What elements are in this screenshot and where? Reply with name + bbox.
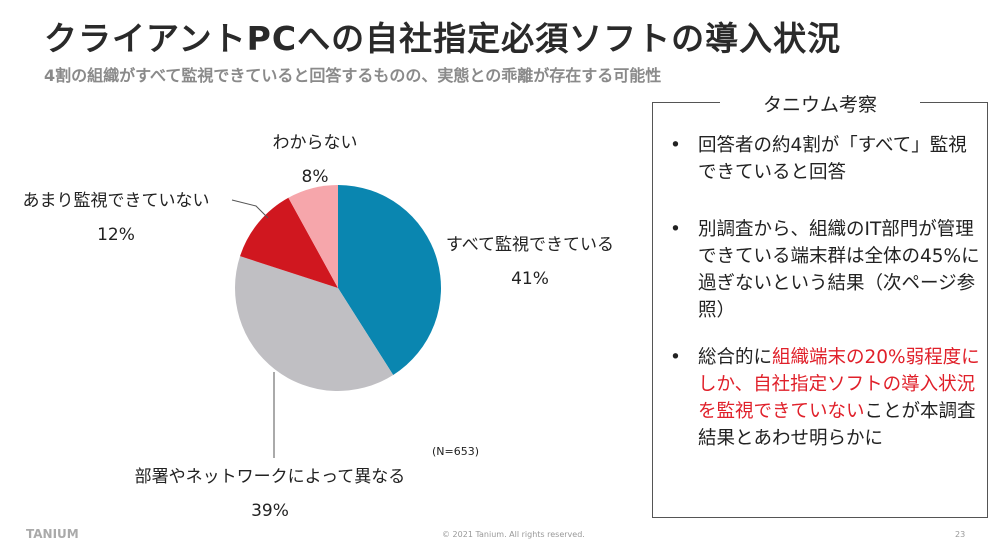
page-subtitle: 4割の組織がすべて監視できていると回答するものの、実態との乖離が存在する可能性 [44,66,662,85]
insight-bullet: • 別調査から、組織のIT部門が管理できている端末群は全体の45%に過ぎないという… [670,216,980,324]
insight-bullet: • 回答者の約4割が「すべて」監視できていると回答 [670,132,980,186]
bullet-text: 回答者の約4割が「すべて」監視できていると回答 [698,132,980,186]
pie-slice-3 [288,185,338,288]
bullet-icon: • [670,219,681,240]
bullet-text-part: 総合的に [698,347,773,368]
pie-slice-0 [338,185,442,375]
tanium-logo: TANIUM [26,527,79,541]
slice-label-amari: あまり監視できていない 12% [22,191,210,245]
bullet-text-part: 組織端末の20%弱程度にしか、自社指定ソフトの導入状況を監視できていない [698,347,980,422]
slice-label-wakaranai: わからない 8% [272,133,358,187]
bullet-text-part: 別調査から、組織のIT部門が管理できている端末群は全体の45%に過ぎないという結… [698,219,980,321]
bullet-text-part: ことが本調査結果とあわせ明らかに [698,401,976,449]
page-title: クライアントPCへの自社指定必須ソフトの導入状況 [44,19,842,58]
bullet-text-part: 回答者の約4割が「すべて」監視できていると回答 [698,135,967,183]
insight-panel-title: タニウム考察 [720,90,920,117]
bullet-text: 別調査から、組織のIT部門が管理できている端末群は全体の45%に過ぎないという結… [698,216,980,324]
leader-line-12 [231,199,269,219]
slice-label-busho: 部署やネットワークによって異なる 39% [134,467,406,521]
slice-label-subete: すべて監視できている 41% [445,235,615,289]
sample-size-note: (N=653) [432,445,480,458]
bullet-icon: • [670,135,681,156]
page-number: 23 [955,530,966,539]
bullet-icon: • [670,347,681,368]
pie-slice-1 [235,256,394,391]
copyright: © 2021 Tanium. All rights reserved. [442,530,585,539]
insight-bullet: • 総合的に組織端末の20%弱程度にしか、自社指定ソフトの導入状況を監視できていな… [670,344,980,452]
pie-slice-2 [240,197,338,288]
bullet-text: 総合的に組織端末の20%弱程度にしか、自社指定ソフトの導入状況を監視できていない… [698,344,980,452]
